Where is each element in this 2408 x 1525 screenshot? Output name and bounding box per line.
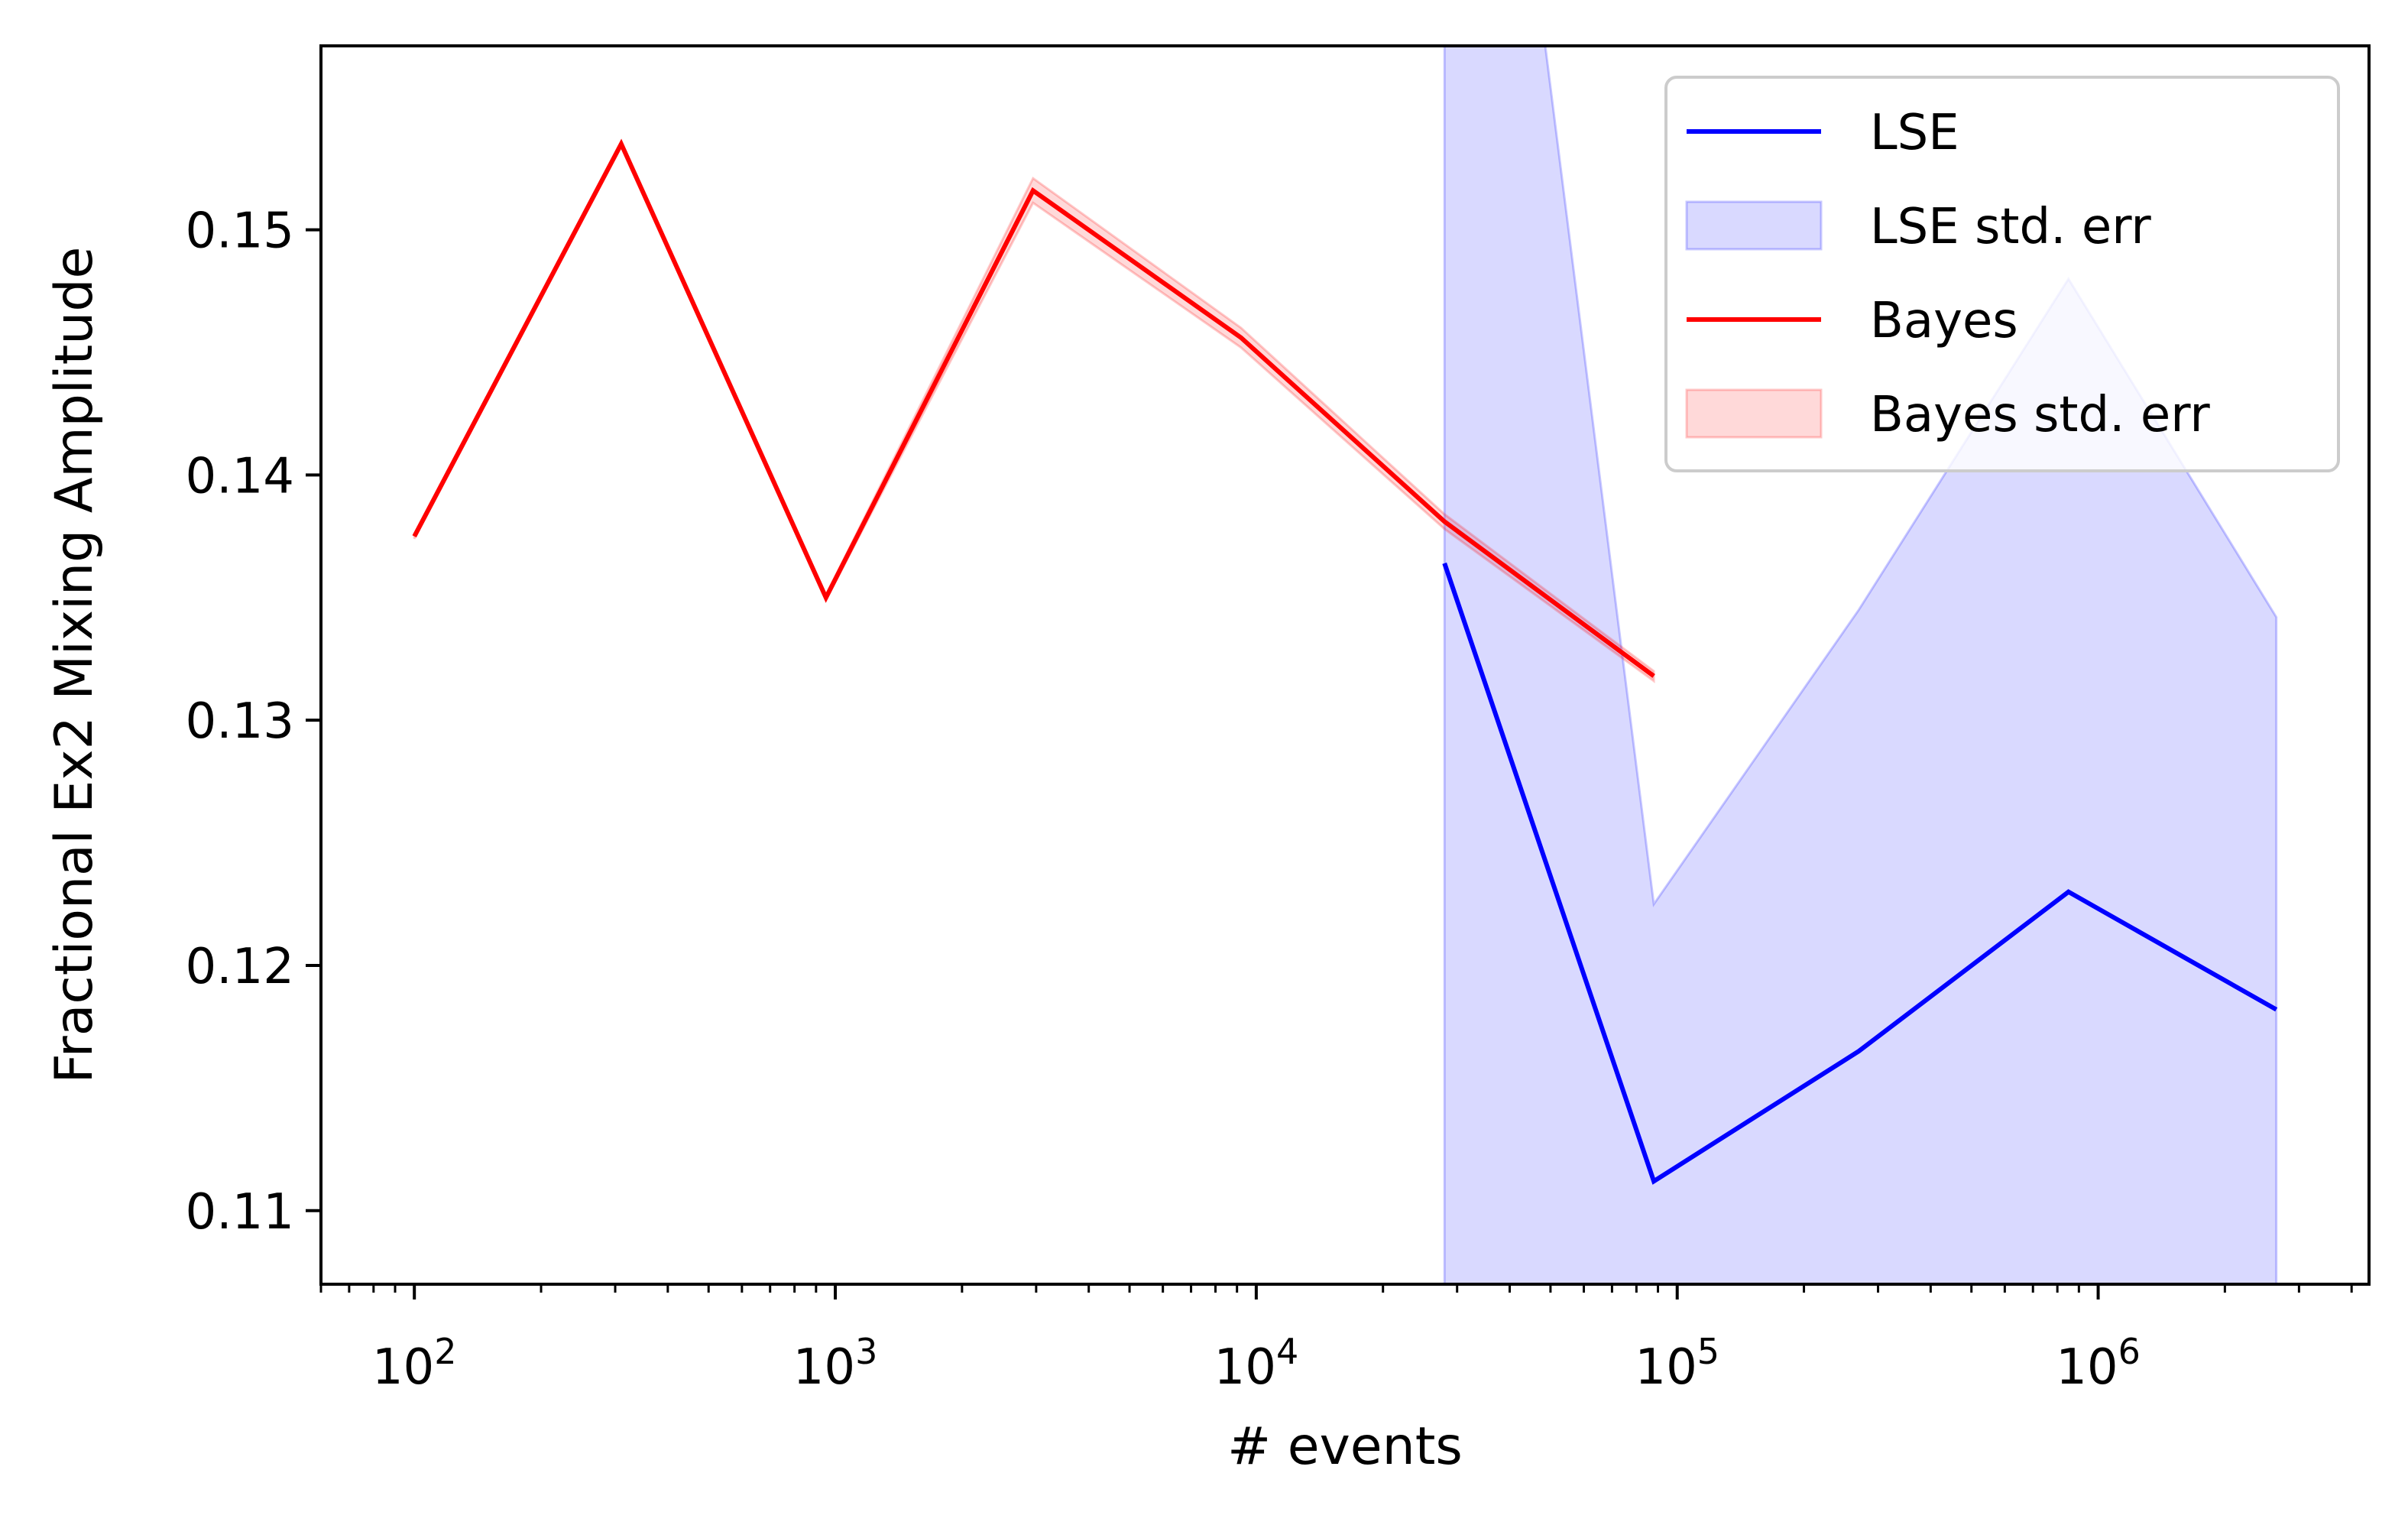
x-axis-label: # events (1227, 1416, 1463, 1477)
series-line-lse (1442, 562, 2278, 1185)
plot-frame (319, 44, 2371, 1286)
y-axis-label: Fractional Ex2 Mixing Amplitude (44, 247, 105, 1084)
legend-label-bayes-std-err: Bayes std. err (1870, 387, 2210, 443)
y-tick-label: 0.14 (186, 448, 295, 505)
y-tick-label: 0.15 (186, 203, 295, 260)
y-axis: 0.11 0.12 0.13 0.14 0.15 (186, 203, 321, 1241)
y-tick-label: 0.13 (186, 693, 295, 750)
legend-label-lse: LSE (1870, 105, 1959, 161)
legend-swatch-bayes-std-err (1685, 388, 1823, 439)
x-tick-label: 105 (1635, 1331, 1719, 1396)
legend-box (1664, 76, 2340, 472)
legend-label-bayes: Bayes (1870, 293, 2018, 349)
x-tick-label: 106 (2056, 1331, 2141, 1396)
legend-swatch-lse-std-err (1685, 200, 1823, 251)
series-lines (412, 138, 2278, 1185)
x-tick-label: 102 (372, 1331, 457, 1396)
series-line-bayes (412, 138, 1655, 678)
legend-label-lse-std-err: LSE std. err (1870, 199, 2151, 255)
legend: LSE LSE std. err Bayes Bayes std. err (1664, 76, 2340, 472)
y-tick-label: 0.12 (186, 939, 295, 995)
x-tick-label: 103 (793, 1331, 878, 1396)
x-tick-label: 104 (1214, 1331, 1299, 1396)
x-axis: 102 103 104 105 106 (319, 1284, 2353, 1396)
y-tick-label: 0.11 (186, 1184, 295, 1241)
